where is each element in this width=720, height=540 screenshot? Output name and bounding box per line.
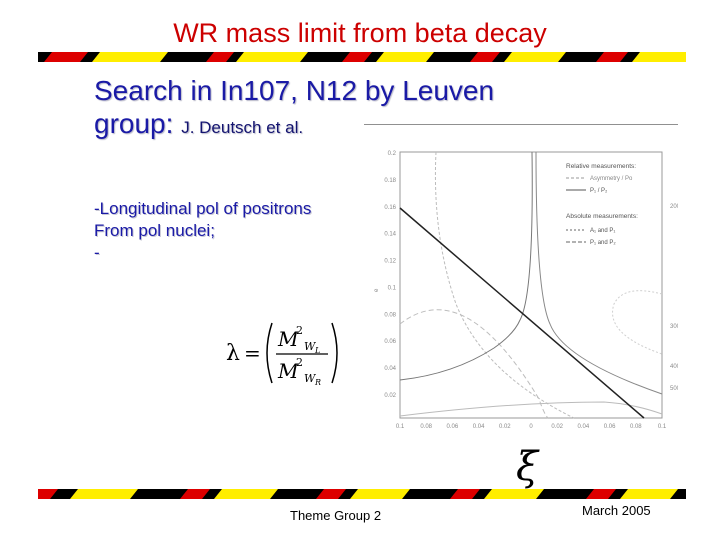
right-tick-label: 300 bbox=[670, 324, 678, 330]
xi-label: ξ bbox=[516, 444, 540, 490]
curve-dashed-center bbox=[399, 309, 549, 419]
y-tick-label: 0.16 bbox=[384, 205, 396, 211]
y-tick-label: 0.08 bbox=[384, 312, 396, 318]
formula-den-subsub: R bbox=[314, 378, 321, 387]
x-tick-label: 0.02 bbox=[551, 424, 563, 430]
formula-num-m: M bbox=[277, 327, 299, 351]
bullet-item: From pol nuclei; bbox=[94, 221, 215, 240]
y-tick-label: 0.04 bbox=[384, 366, 396, 372]
decorative-band-top bbox=[38, 52, 686, 62]
right-axis-ticks: 200 300 400 500 bbox=[670, 204, 678, 392]
bullet-list: -Longitudinal pol of positrons From pol … bbox=[94, 198, 311, 264]
y-tick-label: 0.18 bbox=[384, 178, 396, 184]
legend-title-absolute: Absolute measurements: bbox=[566, 213, 638, 220]
formula-num-exp: 2 bbox=[296, 324, 303, 337]
limit-line bbox=[399, 207, 645, 419]
curve-bottom bbox=[399, 401, 663, 417]
formula-den-sub: W bbox=[304, 372, 317, 385]
formula-num-subsub: L bbox=[314, 346, 320, 355]
subtitle-authors: J. Deutsch et al. bbox=[181, 118, 304, 137]
legend-label-1: Asymmetry / Po bbox=[590, 176, 633, 182]
plot-frame bbox=[399, 151, 663, 419]
x-axis-ticks: 0.1 0.08 0.06 0.04 0.02 0 0.02 0.04 0.06 0.08 0.1 bbox=[396, 424, 667, 430]
legend-label-3: A₁ and P₁ bbox=[590, 228, 615, 234]
x-tick-label: 0.06 bbox=[447, 424, 459, 430]
curve-left-branch bbox=[399, 151, 533, 381]
y-tick-label: 0.12 bbox=[384, 259, 396, 265]
slide-subtitle: Search in In107, N12 by Leuven group: J.… bbox=[94, 74, 494, 144]
formula-num-sub: W bbox=[304, 340, 317, 353]
x-tick-label: 0.06 bbox=[604, 424, 616, 430]
legend-label-2: P₁ / P₂ bbox=[590, 188, 608, 194]
formula-den-m: M bbox=[277, 359, 299, 383]
legend-title-relative: Relative measurements: bbox=[566, 163, 636, 170]
footer-date: March 2005 bbox=[582, 503, 651, 518]
y-tick-label: 0.14 bbox=[384, 232, 396, 238]
y-axis-ticks: 0.2 0.18 0.16 0.14 0.12 0.1 0.08 0.06 0.04 0.02 bbox=[384, 151, 396, 399]
subtitle-line-2: group: J. Deutsch et al. bbox=[94, 107, 494, 144]
y-tick-label: 0.02 bbox=[384, 393, 396, 399]
y-tick-label: 0.1 bbox=[388, 285, 397, 291]
legend-box bbox=[560, 156, 660, 258]
right-tick-label: 500 bbox=[670, 386, 678, 392]
legend-label-4: P₁ and P₂ bbox=[590, 240, 616, 246]
x-tick-label: 0 bbox=[529, 424, 533, 430]
y-tick-label: 0.06 bbox=[384, 339, 396, 345]
formula-equals: = bbox=[244, 341, 261, 365]
xi-symbol: ξ bbox=[516, 444, 540, 490]
limit-plot: 0.2 0.18 0.16 0.14 0.12 0.1 0.08 0.06 0.04 0.02 0… bbox=[364, 124, 678, 458]
right-tick-label: 400 bbox=[670, 364, 678, 370]
curve-dotted-right bbox=[612, 290, 663, 355]
x-tick-label: 0.1 bbox=[658, 424, 667, 430]
x-tick-label: 0.08 bbox=[420, 424, 432, 430]
formula-den-exp: 2 bbox=[296, 356, 303, 369]
formula-lambda: λ bbox=[226, 341, 240, 366]
y-axis-label: e bbox=[374, 288, 380, 292]
formula-left-paren bbox=[266, 322, 273, 384]
footer-theme-group: Theme Group 2 bbox=[290, 508, 382, 523]
x-tick-label: 0.04 bbox=[578, 424, 590, 430]
bullet-item: - bbox=[94, 243, 100, 262]
decorative-band-bottom bbox=[38, 489, 686, 499]
curve-right-branch bbox=[535, 151, 663, 395]
lambda-formula: λ = M 2 W L M 2 W R bbox=[226, 322, 338, 387]
curve-dashed-left bbox=[434, 151, 575, 419]
bullet-item: -Longitudinal pol of positrons bbox=[94, 199, 312, 218]
x-tick-label: 0.1 bbox=[396, 424, 405, 430]
right-tick-label: 200 bbox=[670, 204, 678, 210]
y-tick-label: 0.2 bbox=[388, 151, 397, 157]
formula-right-paren bbox=[331, 322, 338, 384]
subtitle-group: group: bbox=[94, 108, 174, 139]
slide-title: WR mass limit from beta decay bbox=[173, 18, 547, 48]
x-tick-label: 0.02 bbox=[499, 424, 511, 430]
subtitle-line-1: Search in In107, N12 by Leuven bbox=[94, 75, 495, 106]
x-tick-label: 0.08 bbox=[630, 424, 642, 430]
x-tick-label: 0.04 bbox=[473, 424, 485, 430]
